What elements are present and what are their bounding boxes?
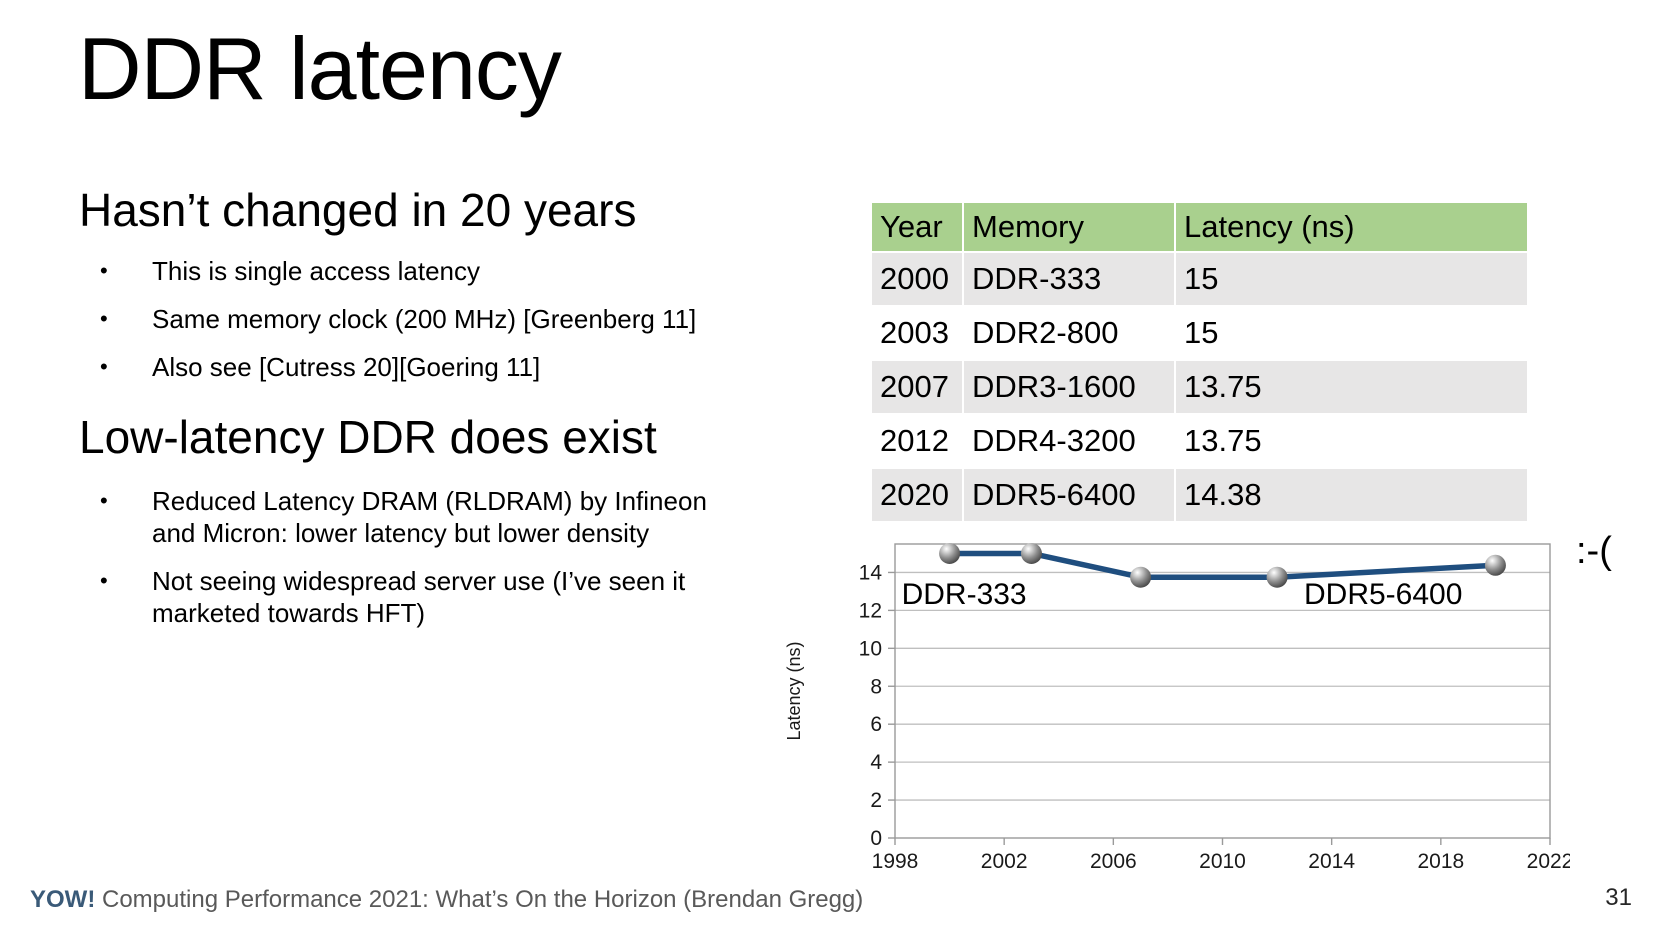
bullet-glyph-icon: • [100,306,108,331]
section-heading-hasnt-changed: Hasn’t changed in 20 years [79,184,637,236]
table-cell: 2020 [870,467,964,523]
sad-face-annotation: :-( [1576,530,1612,572]
bullet-glyph-icon: • [100,488,108,513]
y-axis-title: Latency (ns) [784,641,804,740]
table-header-cell: Memory [962,201,1176,253]
bullet-text: Reduced Latency DRAM (RLDRAM) by Infineo… [152,486,707,548]
table-cell: 2003 [870,305,964,361]
footer-text: Computing Performance 2021: What’s On th… [102,886,864,913]
table-cell: DDR2-800 [962,305,1176,361]
table-cell: 13.75 [1174,413,1529,469]
x-tick-label: 2006 [1090,850,1137,872]
table-cell: 15 [1174,305,1529,361]
y-tick-label: 8 [870,675,882,698]
table-cell: DDR4-3200 [962,413,1176,469]
bullet-item: • Same memory clock (200 MHz) [Greenberg … [96,303,756,335]
data-table: Year Memory Latency (ns) 2000 DDR-333 15 2003… [870,201,1529,523]
bullet-text: This is single access latency [152,256,481,286]
data-point-marker [1266,566,1288,588]
table-row: 2012 DDR4-3200 13.75 [870,413,1529,469]
x-tick-label: 2010 [1199,850,1246,872]
data-point-marker [1020,542,1042,564]
table-cell: 2000 [870,251,964,307]
y-tick-label: 12 [859,599,882,622]
table-row: 2000 DDR-333 15 [870,251,1529,307]
y-tick-label: 14 [859,561,883,584]
table-cell: 2012 [870,413,964,469]
bullet-glyph-icon: • [100,354,108,379]
bullet-item: • This is single access latency [96,255,756,287]
table-header-row: Year Memory Latency (ns) [870,201,1529,253]
table-cell: DDR5-6400 [962,467,1176,523]
table-cell: DDR-333 [962,251,1176,307]
y-tick-label: 4 [870,751,882,774]
bullet-text: Same memory clock (200 MHz) [Greenberg 1… [152,304,697,334]
table-cell: 13.75 [1174,359,1529,415]
bullet-glyph-icon: • [100,258,108,283]
table-cell: 2007 [870,359,964,415]
page-number: 31 [1605,884,1632,911]
last-point-label: DDR5-6400 [1304,578,1462,611]
latency-chart: 0 2 4 6 8 10 12 14 1998 2002 2006 2010 2014 2018 2022 L… [780,510,1573,873]
x-tick-label: 2022 [1527,850,1570,872]
data-point-marker [1484,554,1506,576]
ddr-latency-table: Year Memory Latency (ns) 2000 DDR-333 15 2003… [870,201,1529,523]
x-tick-label: 2002 [981,850,1028,872]
bullet-glyph-icon: • [100,568,108,593]
slide-footer: YOW! Computing Performance 2021: What’s … [30,886,863,914]
y-tick-label: 6 [870,713,882,736]
x-tick-label: 1998 [872,850,919,872]
table-cell: 14.38 [1174,467,1529,523]
table-row: 2003 DDR2-800 15 [870,305,1529,361]
table-body: 2000 DDR-333 15 2003 DDR2-800 15 2007 DDR3-1600… [870,251,1529,523]
table-row: 2020 DDR5-6400 14.38 [870,467,1529,523]
x-tick-label: 2014 [1308,850,1355,872]
bullet-list-1: • This is single access latency • Same memo… [96,255,756,399]
table-header-cell: Year [870,201,964,253]
footer-brand: YOW! [30,886,96,913]
bullet-list-2: • Reduced Latency DRAM (RLDRAM) by Infine… [96,485,756,645]
bullet-item: • Reduced Latency DRAM (RLDRAM) by Infine… [96,485,756,549]
x-tick-label: 2018 [1417,850,1464,872]
section-heading-low-latency: Low-latency DDR does exist [79,411,657,463]
table-cell: DDR3-1600 [962,359,1176,415]
latency-chart-svg: 0 2 4 6 8 10 12 14 1998 2002 2006 2010 2014 2018 2022 L… [784,542,1573,873]
bullet-text: Not seeing widespread server use (I’ve s… [152,566,686,628]
first-point-label: DDR-333 [902,578,1027,611]
y-tick-label: 10 [859,637,882,660]
table-cell: 15 [1174,251,1529,307]
slide-title: DDR latency [78,19,562,118]
y-tick-label: 0 [870,827,882,850]
table-row: 2007 DDR3-1600 13.75 [870,359,1529,415]
y-tick-label: 2 [870,789,882,812]
data-point-marker [1130,566,1152,588]
bullet-item: • Also see [Cutress 20][Goering 11] [96,351,756,383]
data-point-marker [939,542,961,564]
bullet-item: • Not seeing widespread server use (I’ve … [96,565,756,629]
table-header-cell: Latency (ns) [1174,201,1529,253]
bullet-text: Also see [Cutress 20][Goering 11] [152,352,541,382]
